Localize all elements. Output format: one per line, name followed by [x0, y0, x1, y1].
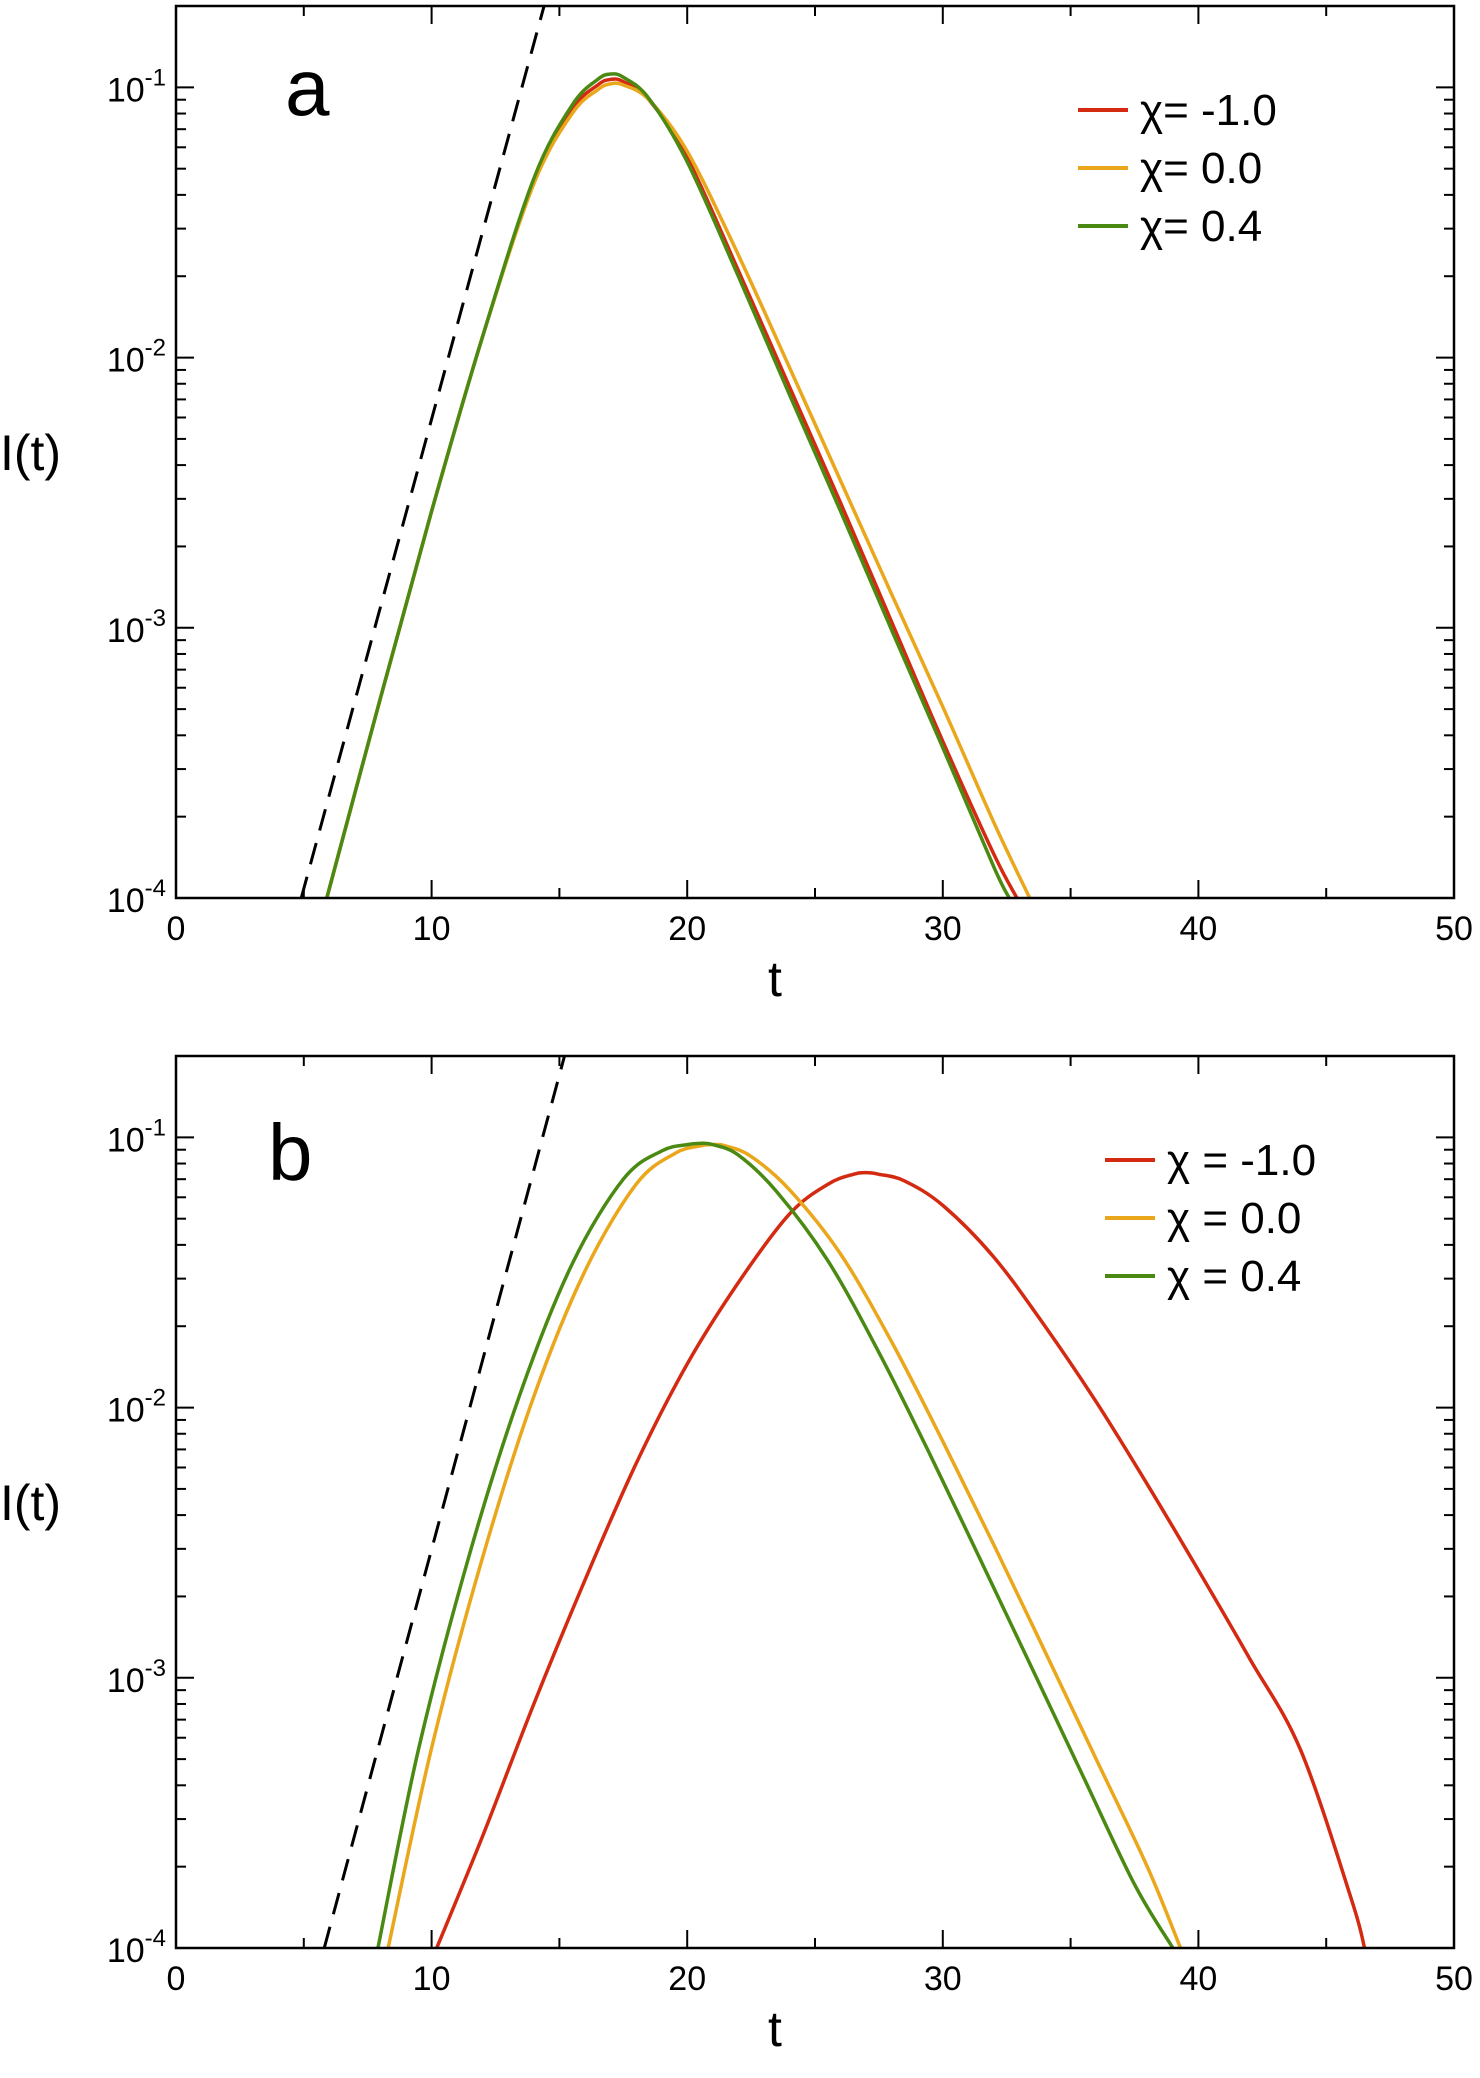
y-tick-label: 10-4	[107, 875, 166, 920]
panel-label: a	[285, 43, 330, 132]
x-tick-label: 50	[1435, 1960, 1473, 1998]
x-tick-label: 10	[413, 910, 451, 948]
x-tick-label: 40	[1179, 1960, 1217, 1998]
plot-frame	[174, 1054, 1456, 1950]
legend-label: χ= 0.4	[1140, 202, 1262, 251]
y-axis-label: I(t)	[0, 1475, 61, 1531]
y-axis-label: I(t)	[0, 425, 61, 481]
x-tick-label: 30	[924, 910, 962, 948]
y-tick-label: 10-3	[107, 605, 166, 650]
x-tick-label: 20	[668, 1960, 706, 1998]
x-tick-label: 0	[167, 910, 186, 948]
legend-label: χ= -1.0	[1140, 86, 1277, 135]
y-tick-base: 10	[107, 71, 145, 109]
x-tick-label: 10	[413, 1960, 451, 1998]
y-tick-label: 10-2	[107, 335, 166, 380]
y-tick-base: 10	[107, 342, 145, 380]
y-tick-base: 10	[107, 1121, 145, 1159]
x-tick-label: 30	[924, 1960, 962, 1998]
y-tick-label: 10-1	[107, 1114, 166, 1159]
legend-label: χ = 0.4	[1167, 1252, 1301, 1301]
y-tick-base: 10	[107, 1392, 145, 1430]
x-axis-label: t	[768, 2001, 782, 2057]
reference-dashed-line	[299, 6, 546, 898]
y-tick-label: 10-4	[107, 1925, 166, 1970]
series-line-3	[376, 1141, 1175, 1948]
y-tick-exponent: -4	[145, 1925, 166, 1952]
y-tick-exponent: -2	[145, 335, 166, 362]
series-line-3	[325, 72, 1012, 898]
y-tick-exponent: -1	[145, 1114, 166, 1141]
y-tick-base: 10	[107, 1932, 145, 1970]
y-tick-exponent: -1	[145, 64, 166, 91]
x-tick-label: 20	[668, 910, 706, 948]
reference-dashed-line	[322, 1056, 566, 1948]
legend: χ= -1.0 χ= 0.0 χ= 0.4	[1078, 86, 1277, 251]
y-tick-label: 10-3	[107, 1655, 166, 1700]
series-line-2	[386, 1142, 1183, 1948]
x-tick-label: 0	[167, 1960, 186, 1998]
x-tick-label: 40	[1179, 910, 1217, 948]
y-tick-exponent: -3	[145, 605, 166, 632]
legend: χ = -1.0 χ = 0.0 χ = 0.4	[1105, 1136, 1316, 1301]
y-tick-base: 10	[107, 612, 145, 650]
plot-frame	[174, 4, 1456, 900]
x-tick-label: 50	[1435, 910, 1473, 948]
panel-label: b	[268, 1108, 313, 1197]
y-tick-base: 10	[107, 882, 145, 920]
y-tick-label: 10-2	[107, 1385, 166, 1430]
y-tick-exponent: -3	[145, 1655, 166, 1682]
y-tick-exponent: -2	[145, 1385, 166, 1412]
x-axis-label: t	[768, 951, 782, 1007]
legend-label: χ = 0.0	[1167, 1194, 1301, 1243]
y-tick-label: 10-1	[107, 64, 166, 109]
y-tick-base: 10	[107, 1662, 145, 1700]
y-tick-exponent: -4	[145, 875, 166, 902]
legend-label: χ = -1.0	[1167, 1136, 1316, 1185]
legend-label: χ= 0.0	[1140, 144, 1262, 193]
series-line-1	[434, 1170, 1367, 1948]
